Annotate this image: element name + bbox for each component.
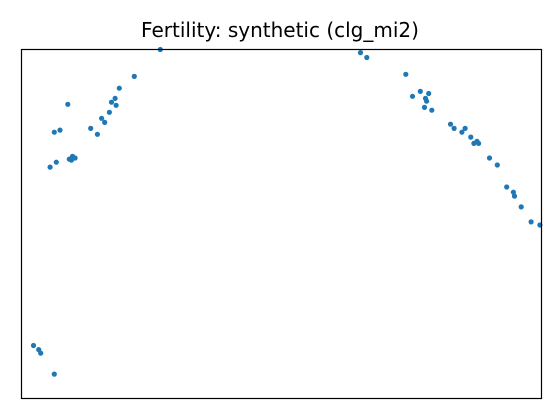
data-point xyxy=(518,204,524,210)
data-point xyxy=(417,88,423,94)
data-point xyxy=(511,193,518,199)
data-point xyxy=(99,115,105,121)
data-point xyxy=(57,127,63,133)
data-point xyxy=(421,104,428,110)
data-point xyxy=(504,184,510,190)
data-point xyxy=(72,155,78,161)
data-point xyxy=(476,140,482,146)
plot-frame xyxy=(20,48,543,400)
data-point xyxy=(468,134,474,140)
data-point xyxy=(108,99,115,105)
data-point xyxy=(459,129,465,135)
data-point xyxy=(510,189,516,195)
data-point xyxy=(131,73,137,79)
data-points xyxy=(30,46,543,377)
data-point xyxy=(528,219,534,225)
data-point xyxy=(409,93,416,99)
data-point xyxy=(494,162,500,168)
data-point xyxy=(51,129,57,135)
data-point xyxy=(486,155,493,161)
data-point xyxy=(30,342,37,349)
data-point xyxy=(403,71,409,77)
data-point xyxy=(113,102,119,108)
data-point xyxy=(106,109,112,115)
data-point xyxy=(88,125,94,131)
data-point xyxy=(357,50,364,56)
data-point xyxy=(102,119,108,125)
data-point xyxy=(51,371,57,377)
data-point xyxy=(38,350,44,356)
data-point xyxy=(94,131,100,137)
data-point xyxy=(447,121,454,127)
data-point xyxy=(112,95,118,101)
data-point xyxy=(53,159,59,165)
data-point xyxy=(47,164,53,170)
data-point xyxy=(429,107,435,113)
data-point xyxy=(364,54,370,61)
data-point xyxy=(471,140,477,146)
chart-title: Fertility: synthetic (clg_mi2) xyxy=(141,18,419,42)
data-point xyxy=(462,125,468,131)
data-point xyxy=(426,90,432,97)
data-point xyxy=(451,125,457,131)
data-point xyxy=(65,101,71,107)
data-point xyxy=(424,98,430,104)
data-point xyxy=(116,85,122,91)
